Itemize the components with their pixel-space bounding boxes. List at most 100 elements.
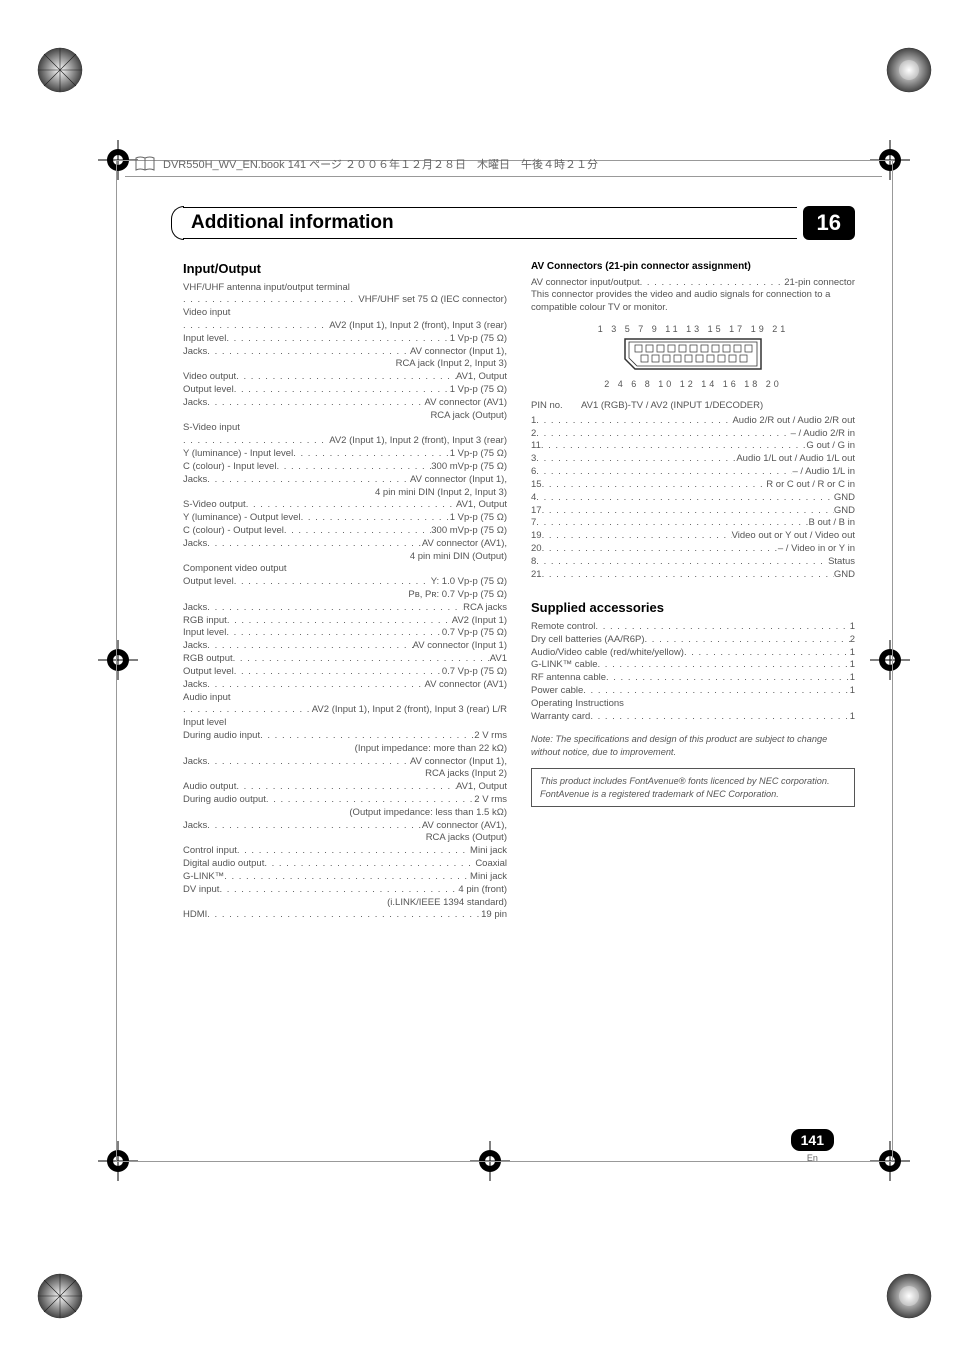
dots [219,884,458,897]
spec-continuation: RCA jacks (Output) [183,832,507,845]
frame-line [892,160,893,1161]
spec-line: Digital audio outputCoaxial [183,858,507,871]
font-note-box: This product includes FontAvenue® fonts … [531,768,855,807]
dots [260,730,474,743]
pin-row: 21GND [531,569,855,582]
dots [183,435,329,448]
dots [236,371,456,384]
dots [266,794,474,807]
spec-line: Output level0.7 Vp-p (75 Ω) [183,666,507,679]
pin-number: 11 [531,440,541,453]
pin-row: 11G out / G in [531,440,855,453]
dots [246,499,456,512]
book-header-text: DVR550H_WV_EN.book 141 ページ ２００６年１２月２８日 木… [163,156,598,172]
spec-value: RCA jacks [463,602,507,615]
supplied-row: G-LINK™ cable1 [531,659,855,672]
pin-row: 1Audio 2/R out / Audio 2/R out [531,415,855,428]
pin-header-desc: AV1 (RGB)-TV / AV2 (INPUT 1/DECODER) [581,400,763,413]
pin-value: B out / B in [809,517,855,530]
spec-line: C (colour) - Output level300 mVp-p (75 Ω… [183,525,507,538]
spec-label: Jacks [183,397,207,410]
supplied-label: Power cable [531,685,583,698]
spec-label: Input level [183,333,226,346]
supplied-row: Warranty card1 [531,711,855,724]
spec-label: RGB input [183,615,227,628]
dots [542,479,767,492]
spec-value: 0.7 Vp-p (75 Ω) [442,666,507,679]
spec-group-label: Component video output [183,563,507,576]
spec-value: 19 pin [481,909,507,922]
supplied-qty: 1 [850,621,855,634]
frame-line [116,160,117,1161]
dots [226,333,449,346]
spec-continuation: 4 pin mini DIN (Output) [183,551,507,564]
spec-group-label: Audio input [183,692,507,705]
spec-line: During audio input2 V rms [183,730,507,743]
supplied-row: Remote control 1 [531,621,855,634]
dots [183,320,329,333]
spec-value: Mini jack [470,871,507,884]
spec-value: 300 mVp-p (75 Ω) [431,525,507,538]
pin-value: – / Video in or Y in [778,543,855,556]
spec-value: AV2 (Input 1), Input 2 (front), Input 3 … [329,320,507,333]
pin-row: 3Audio 1/L out / Audio 1/L out [531,453,855,466]
dots [542,505,834,518]
spec-label: Control input [183,845,237,858]
supplied-row: Power cable 1 [531,685,855,698]
pin-row: 8Status [531,556,855,569]
spec-note: Note: The specifications and design of t… [531,733,855,758]
spec-value: AV1, Output [456,781,507,794]
spec-continuation: RCA jacks (Input 2) [183,768,507,781]
dots [207,640,412,653]
spec-value: AV2 (Input 1) [452,615,507,628]
dots [536,415,732,428]
page-lang: En [791,1153,834,1163]
dots [234,384,450,397]
pin-number: 17 [531,505,542,518]
supplied-row: RF antenna cable1 [531,672,855,685]
spec-line: G-LINK™Mini jack [183,871,507,884]
spec-line: HDMI19 pin [183,909,507,922]
spec-label: AV connector input/output [531,277,640,290]
spec-value: AV connector (AV1) [424,397,507,410]
spec-group-label: Input level [183,717,507,730]
spec-value: VHF/UHF set 75 Ω (IEC connector) [358,294,507,307]
pin-table-header: PIN no. AV1 (RGB)-TV / AV2 (INPUT 1/DECO… [531,400,855,413]
pin-number: 19 [531,530,542,543]
dots [598,659,850,672]
supplied-qty: 1 [850,685,855,698]
spec-line: AV2 (Input 1), Input 2 (front), Input 3 … [183,704,507,717]
dots [640,277,785,290]
spec-label: During audio output [183,794,266,807]
spec-label: Jacks [183,538,207,551]
spec-group-label: S-Video input [183,422,507,435]
spec-value: 4 pin (front) [458,884,507,897]
right-column: AV Connectors (21-pin connector assignme… [531,260,855,922]
dots [536,556,828,569]
pin-row: 19Video out or Y out / Video out [531,530,855,543]
connector-diagram: 1 3 5 7 9 11 13 15 17 19 21 2 4 6 8 10 1… [531,323,855,390]
spec-line: Input level1 Vp-p (75 Ω) [183,333,507,346]
pin-row: 15R or C out / R or C in [531,479,855,492]
pin-value: – / Audio 2/R in [791,428,855,441]
pin-row: 4GND [531,492,855,505]
dots [264,858,475,871]
spec-label: DV input [183,884,219,897]
spec-line: JacksAV connector (Input 1) [183,640,507,653]
supplied-qty: 1 [850,672,855,685]
spec-line: AV2 (Input 1), Input 2 (front), Input 3 … [183,320,507,333]
pin-row: 17GND [531,505,855,518]
spec-value: Mini jack [470,845,507,858]
spec-line: During audio output 2 V rms [183,794,507,807]
supplied-label: Remote control [531,621,595,634]
spec-line: Audio outputAV1, Output [183,781,507,794]
spec-value: AV connector (Input 1) [413,640,507,653]
supplied-label: Warranty card [531,711,590,724]
spec-value: 1 Vp-p (75 Ω) [450,512,507,525]
dots [236,781,456,794]
spec-line: JacksAV connector (AV1) [183,679,507,692]
dots [583,685,849,698]
spec-value: 2 V rms [474,794,507,807]
spec-value: Y: 1.0 Vp-p (75 Ω) [431,576,507,589]
spec-value: 0.7 Vp-p (75 Ω) [442,627,507,640]
